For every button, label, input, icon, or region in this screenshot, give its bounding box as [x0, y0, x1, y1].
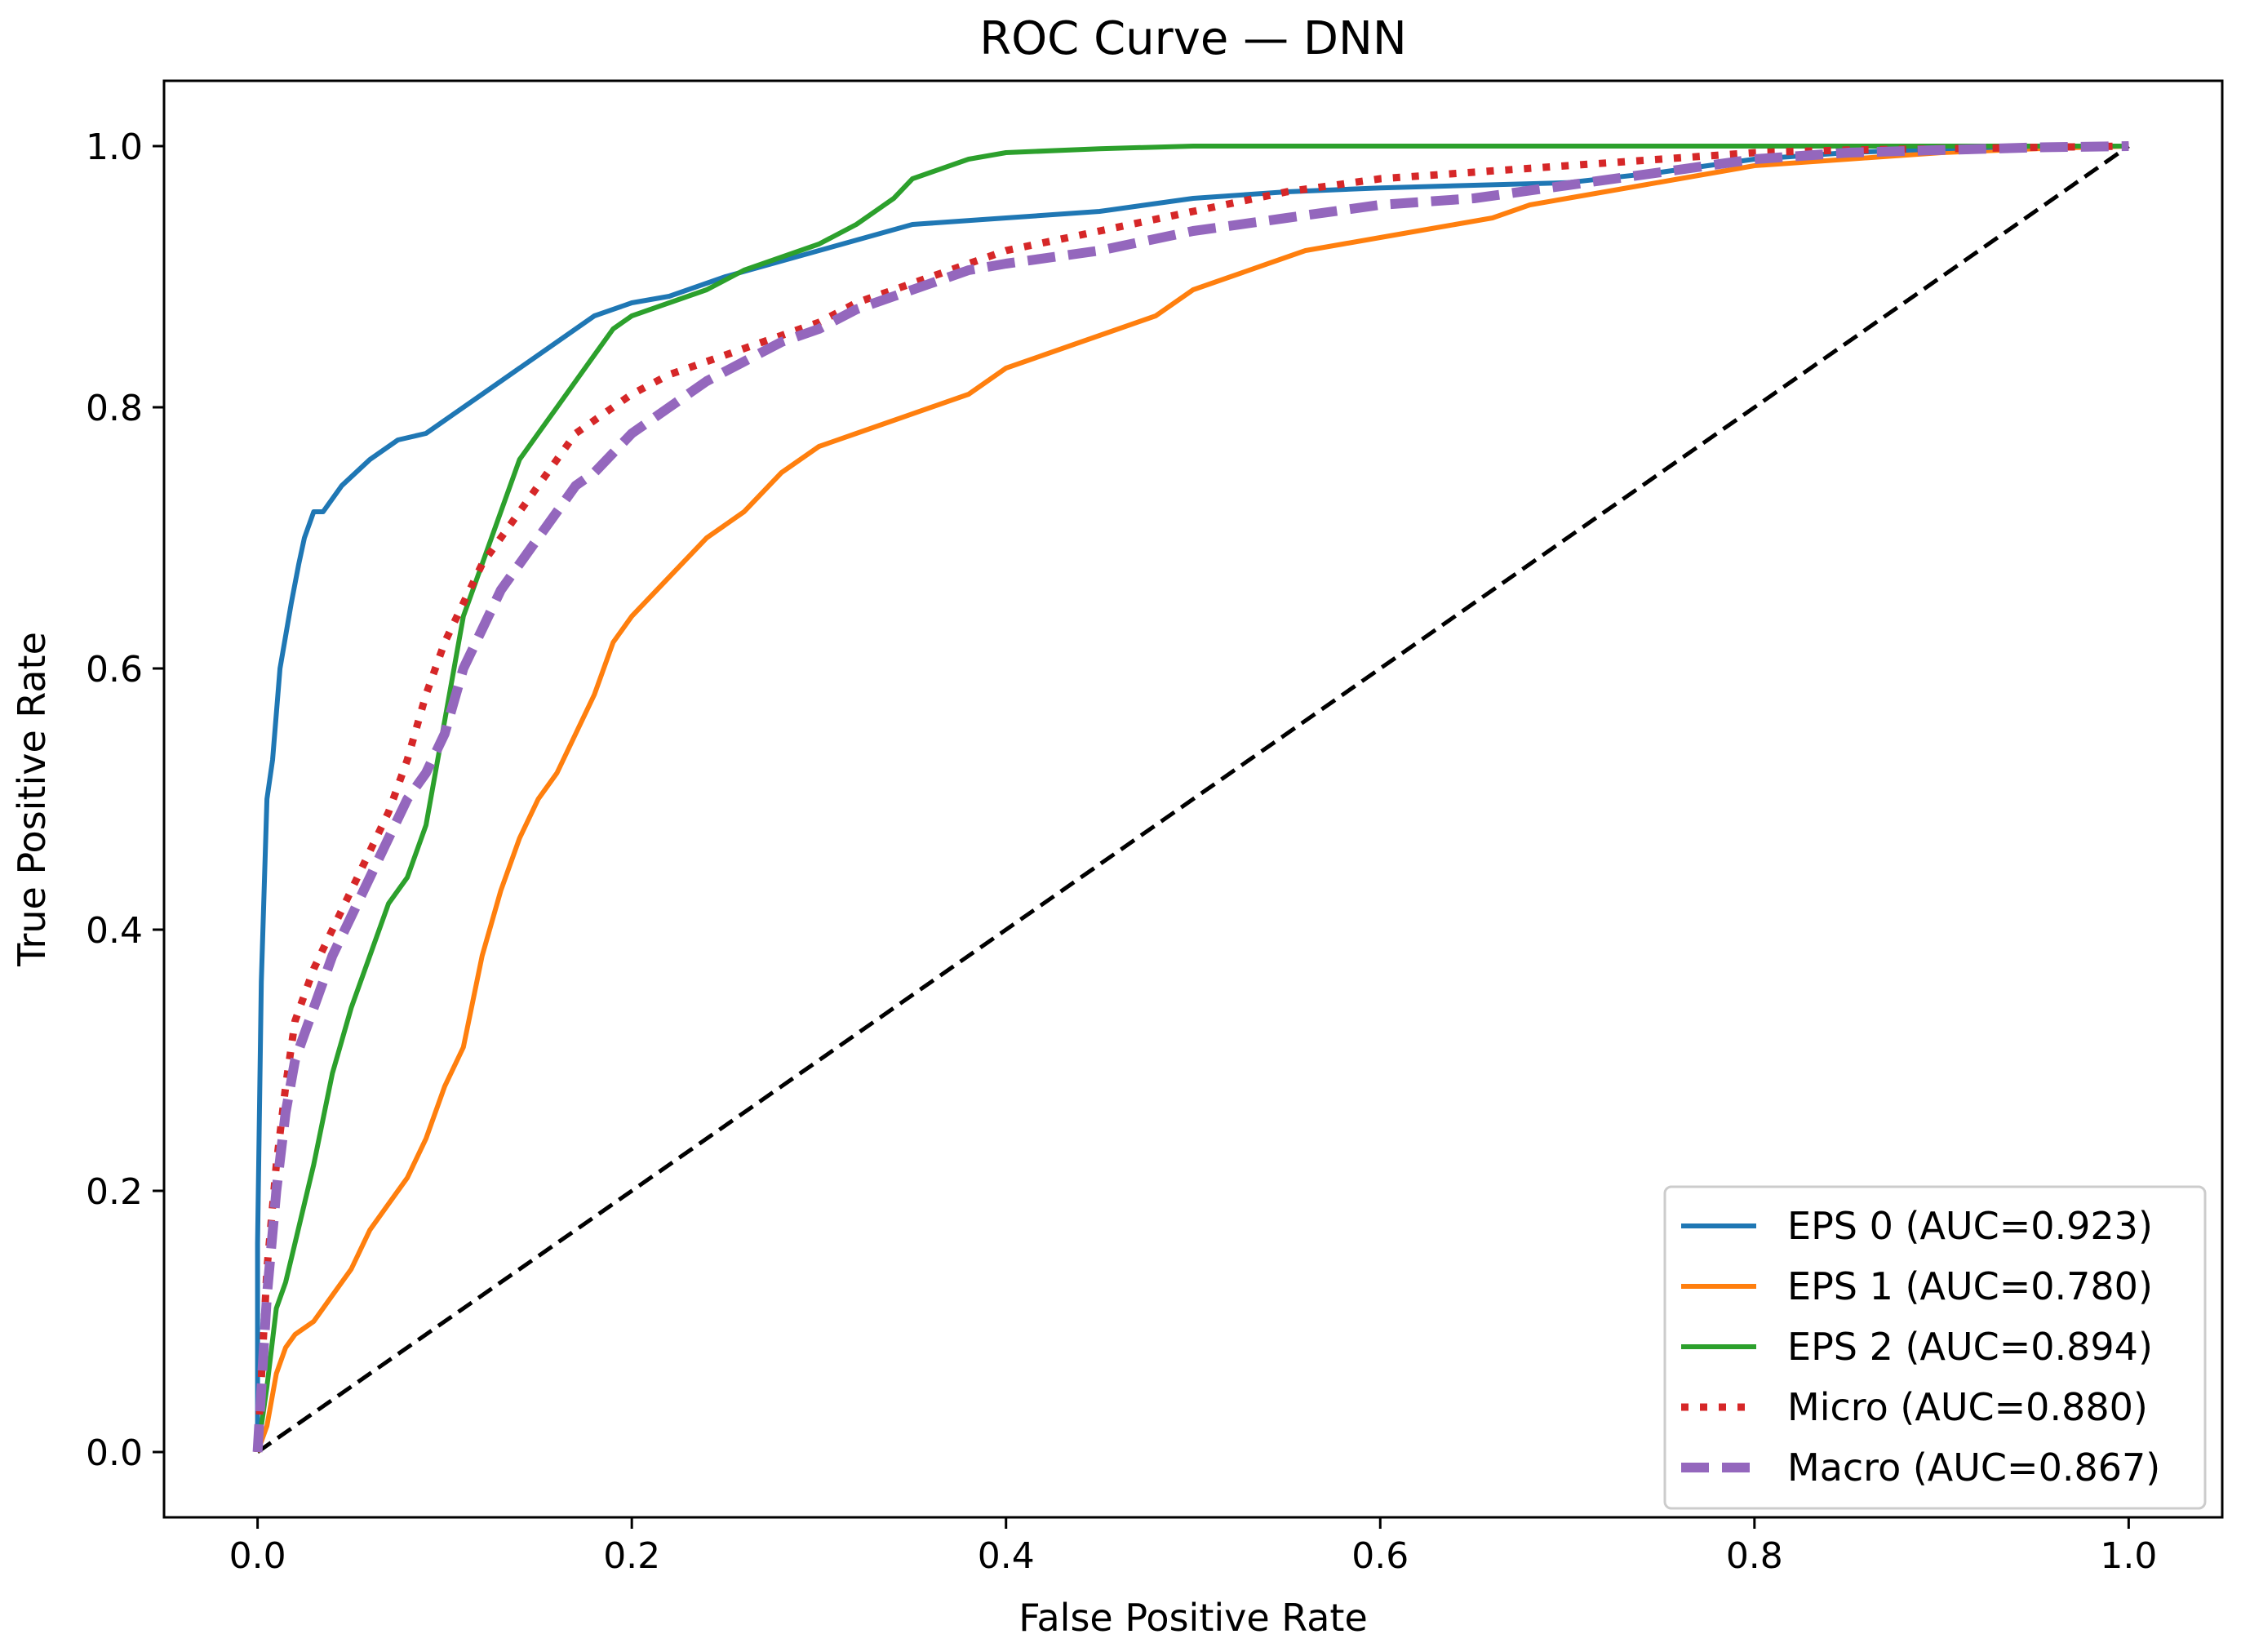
series-layer	[252, 141, 2130, 1454]
x-tick-label: 0.0	[229, 1535, 286, 1577]
x-tick-label: 0.2	[603, 1535, 660, 1577]
x-tick-label: 0.4	[978, 1535, 1035, 1577]
x-tick-label: 0.8	[1726, 1535, 1783, 1577]
chart-title: ROC Curve — DNN	[979, 12, 1407, 65]
x-axis-label: False Positive Rate	[1018, 1596, 1368, 1640]
series-line-5	[256, 144, 2130, 1454]
y-tick-label: 0.8	[86, 388, 143, 429]
y-tick-label: 1.0	[86, 127, 143, 168]
legend-label: EPS 1 (AUC=0.780)	[1787, 1264, 2153, 1308]
y-axis: 0.0 0.2 0.4 0.6 0.8 1.0	[86, 127, 164, 1474]
series-line-2	[255, 144, 2129, 1453]
y-tick-label: 0.2	[86, 1171, 143, 1213]
series-line-4	[252, 141, 2129, 1453]
y-axis-label: True Positive Rate	[10, 632, 54, 967]
legend-label: Macro (AUC=0.867)	[1787, 1446, 2160, 1490]
series-line-1	[255, 144, 2129, 1454]
x-axis: 0.0 0.2 0.4 0.6 0.8 1.0	[229, 1517, 2157, 1577]
y-tick-label: 0.4	[86, 910, 143, 952]
legend-label: Micro (AUC=0.880)	[1787, 1385, 2148, 1429]
series-line-3	[254, 142, 2129, 1453]
legend-box	[1663, 1185, 2207, 1510]
x-tick-label: 0.6	[1351, 1535, 1409, 1577]
y-tick-label: 0.0	[86, 1432, 143, 1474]
legend: EPS 0 (AUC=0.923) EPS 1 (AUC=0.780) EPS 2 …	[1663, 1185, 2207, 1510]
plot-frame	[162, 79, 2224, 1519]
y-tick-label: 0.6	[86, 649, 143, 691]
series-line-0	[255, 144, 2129, 1452]
legend-label: EPS 2 (AUC=0.894)	[1787, 1325, 2153, 1369]
x-tick-label: 1.0	[2100, 1535, 2157, 1577]
legend-label: EPS 0 (AUC=0.923)	[1787, 1204, 2153, 1248]
